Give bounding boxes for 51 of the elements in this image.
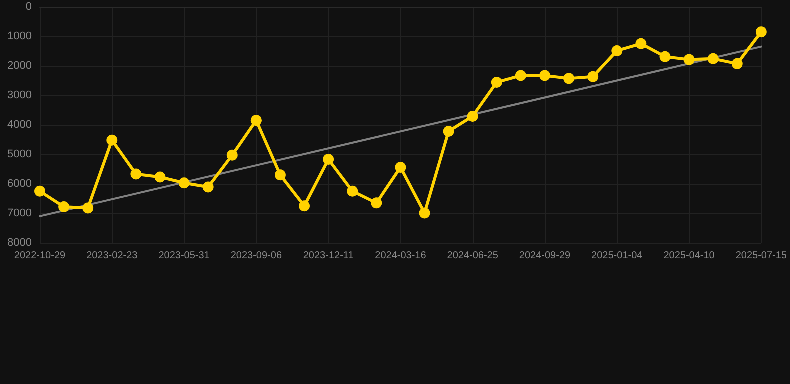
y-tick-label: 6000 — [8, 178, 32, 190]
point — [588, 71, 599, 82]
point — [250, 115, 262, 126]
point — [660, 51, 671, 62]
point — [371, 198, 382, 209]
point — [226, 150, 238, 161]
point — [178, 178, 190, 189]
point — [395, 162, 406, 173]
y-tick-label: 0 — [26, 1, 32, 13]
point — [540, 70, 550, 82]
point — [636, 38, 647, 50]
y-tick-label: 1000 — [8, 30, 32, 42]
x-tick-label: 2025-07-15 — [736, 250, 788, 262]
point — [202, 182, 214, 193]
y-tick-label: 5000 — [8, 148, 32, 160]
x-tick-label: 2025-04-10 — [664, 250, 716, 262]
point — [130, 168, 142, 180]
point — [467, 110, 478, 122]
x-tick-label: 2025-01-04 — [592, 250, 644, 262]
point — [34, 186, 46, 197]
x-tick-label: 2023-02-23 — [86, 250, 138, 262]
x-tick-label: 2023-12-11 — [303, 250, 354, 262]
x-tick-label: 2024-03-16 — [375, 250, 427, 262]
point — [347, 186, 358, 197]
point — [106, 134, 118, 146]
x-tick-label: 2023-05-31 — [158, 250, 210, 262]
x-tick-label: 2024-06-25 — [447, 250, 499, 262]
point — [732, 58, 743, 70]
point — [299, 200, 310, 212]
point — [443, 126, 454, 137]
point — [274, 170, 286, 181]
x-tick-label: 2022-10-29 — [14, 250, 66, 262]
point — [708, 53, 719, 64]
point — [756, 26, 767, 38]
point — [491, 77, 502, 88]
point — [323, 154, 334, 166]
x-tick-label: 2023-09-06 — [230, 250, 282, 262]
y-tick-label: 7000 — [8, 208, 32, 220]
point — [564, 73, 575, 84]
x-tick-label: 2024-09-29 — [519, 250, 572, 262]
y-tick-label: 2000 — [8, 60, 32, 72]
point — [515, 70, 526, 82]
y-tick-label: 8000 — [8, 237, 32, 249]
point — [684, 54, 695, 66]
point — [82, 202, 94, 214]
point — [612, 45, 623, 56]
point — [58, 202, 70, 213]
y-tick-label: 4000 — [8, 119, 32, 131]
y-tick-label: 3000 — [8, 90, 32, 102]
point — [419, 208, 430, 219]
point — [154, 172, 166, 183]
